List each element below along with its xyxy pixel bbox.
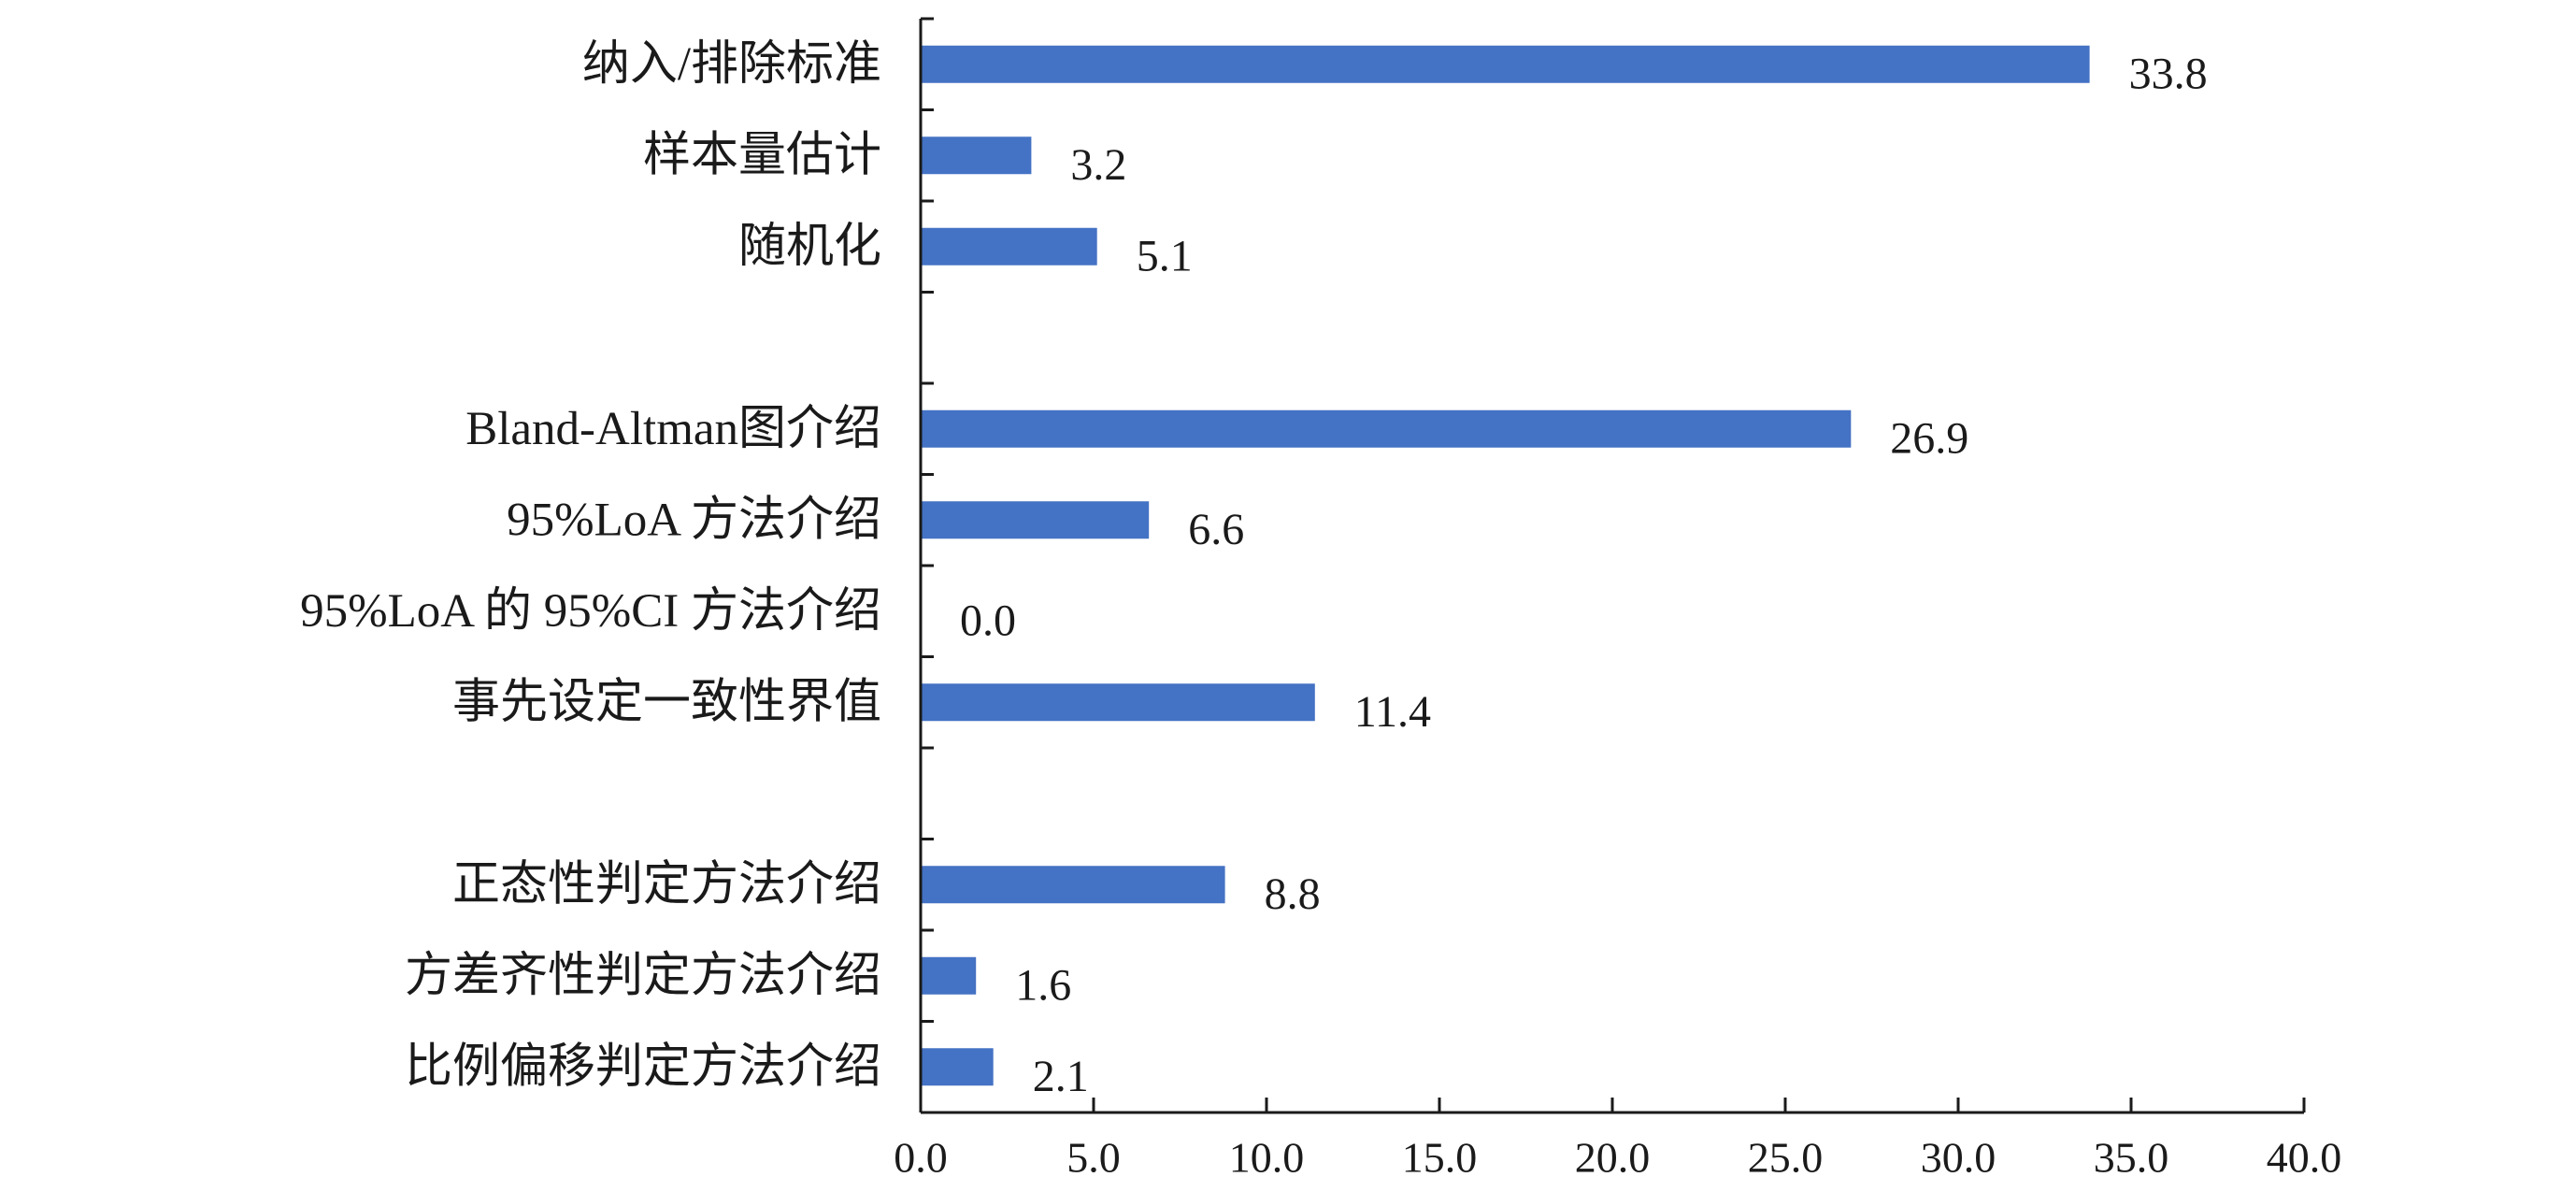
bar: [921, 501, 1150, 539]
bar: [921, 683, 1315, 722]
category-label: 方差齐性判定方法介绍: [405, 950, 881, 1002]
x-tick-label: 15.0: [1402, 1134, 1478, 1177]
bar: [921, 409, 1852, 448]
data-label: 0.0: [960, 596, 1016, 645]
value-labels: 33.8 3.25.1 26.9 6.6 0.0 11.4 8.8 1.6 2.1: [960, 49, 2208, 1101]
bar: [921, 1048, 994, 1086]
data-label: 33.8: [2129, 49, 2208, 98]
bar: [921, 227, 1097, 266]
bar: [921, 45, 2090, 83]
axes: 0.0 5.0 10.0 15.0 20.0 25.0 30.0 35.0 40.0: [894, 17, 2342, 1177]
category-label: 95%LoA 的 95%CI 方法介绍: [300, 585, 881, 638]
x-tick-label: 30.0: [1921, 1134, 1996, 1177]
category-label: 纳入/排除标准: [582, 38, 881, 91]
data-label: 6.6: [1188, 505, 1244, 554]
x-tick-label: 10.0: [1229, 1134, 1305, 1177]
x-tick-label: 25.0: [1748, 1134, 1824, 1177]
category-label: 比例偏移判定方法介绍: [405, 1041, 881, 1093]
category-label: 正态性判定方法介绍: [452, 858, 881, 911]
data-label: 26.9: [1890, 413, 1968, 463]
data-label: 5.1: [1137, 231, 1193, 280]
x-tick-label: 35.0: [2094, 1134, 2169, 1177]
x-tick-label: 5.0: [1066, 1134, 1121, 1177]
data-label: 3.2: [1070, 140, 1126, 190]
x-tick-label: 20.0: [1575, 1134, 1651, 1177]
bar: [921, 866, 1225, 904]
data-label: 8.8: [1265, 869, 1321, 919]
category-label: Bland-Altman图介绍: [465, 403, 881, 455]
bars-layer: [921, 45, 2090, 1086]
bar: [921, 136, 1032, 175]
category-label: 95%LoA 方法介绍: [507, 494, 881, 546]
category-label: 样本量估计: [643, 129, 881, 181]
data-label: 11.4: [1354, 687, 1431, 737]
x-tick-label: 0.0: [894, 1134, 948, 1177]
bar: [921, 956, 977, 995]
category-label: 事先设定一致性界值: [452, 676, 881, 728]
x-tick-label: 40.0: [2267, 1134, 2342, 1177]
data-label: 1.6: [1015, 960, 1071, 1010]
data-label: 2.1: [1033, 1052, 1089, 1101]
category-label: 随机化: [738, 221, 881, 273]
